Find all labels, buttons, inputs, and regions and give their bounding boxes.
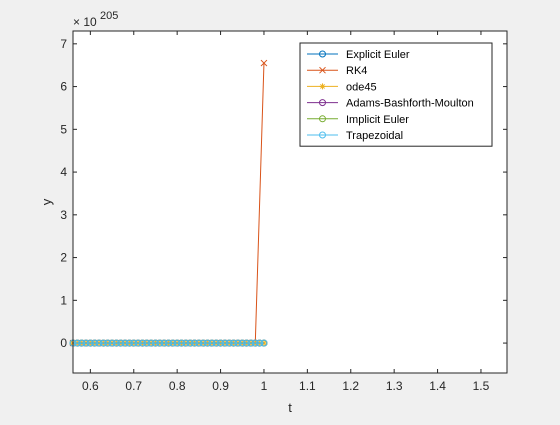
x-tick-label: 0.6 [82,379,99,393]
data-point [260,339,268,347]
legend-marker [319,131,326,139]
legend-label: ode45 [346,81,377,93]
data-point [73,339,81,347]
data-point [99,339,107,347]
data-point [91,339,99,347]
data-point-stroke [260,59,268,67]
data-point [230,339,238,347]
legend-marker [319,99,326,107]
data-point [191,339,199,347]
data-point [217,339,225,347]
data-point [256,339,264,347]
data-point [125,339,133,347]
legend-entry: Explicit Euler [307,49,410,61]
legend-marker [319,83,326,90]
data-point [182,339,190,347]
data-point [134,339,142,347]
data-point [160,339,168,347]
data-point [151,339,159,347]
data-point [225,339,233,347]
data-point [117,339,125,347]
y-tick-label: 4 [60,165,67,179]
legend-entry: Adams-Bashforth-Moulton [307,98,474,110]
data-point [112,339,120,347]
legend-label: RK4 [346,65,367,77]
data-point [143,339,151,347]
legend-marker [319,66,326,74]
data-point [238,339,246,347]
data-point [82,339,90,347]
data-point [78,339,86,347]
x-tick-label: 1.5 [473,379,490,393]
y-tick-label: 5 [60,122,67,136]
data-point [208,339,216,347]
legend-label: Explicit Euler [346,49,410,61]
y-exponent-base: × 10 [73,15,97,29]
y-axis-label: y [39,198,54,205]
data-point [156,339,164,347]
x-tick-label: 0.8 [169,379,186,393]
legend-marker [319,50,326,58]
x-tick-label: 1.2 [342,379,359,393]
axis-ticks [73,31,507,373]
data-point [95,339,103,347]
x-tick-label: 0.9 [212,379,229,393]
data-point [195,339,203,347]
y-tick-label: 0 [60,336,67,350]
series-layer [69,59,268,347]
x-tick-label: 0.7 [125,379,142,393]
y-tick-label: 7 [60,37,67,51]
x-axis-label: t [288,400,292,415]
data-point [186,339,194,347]
data-point [147,339,155,347]
legend-label: Implicit Euler [346,114,409,126]
legend-label: Trapezoidal [346,130,403,142]
data-point [243,339,251,347]
x-tick-label: 1.3 [386,379,403,393]
data-point [86,339,94,347]
data-point [121,339,129,347]
y-tick-label: 3 [60,208,67,222]
data-point [138,339,146,347]
x-tick-labels: 0.6 0.7 0.8 0.9 1 1.1 1.2 1.3 1.4 1.5 [82,379,490,393]
data-point [251,339,259,347]
plot-frame [72,30,508,374]
legend-marker-stroke [320,83,325,89]
data-point [164,339,172,347]
legend-label: Adams-Bashforth-Moulton [346,98,474,110]
data-point [260,59,268,67]
data-point [199,339,207,347]
data-point [169,339,177,347]
x-tick-label: 1.1 [299,379,316,393]
data-point [108,339,116,347]
data-point [221,339,229,347]
legend-marker-stroke [319,66,326,74]
legend-entry: Implicit Euler [307,114,409,126]
legend-marker [319,115,326,123]
legend: Explicit Euler RK4 ode45 Adams-Bashforth-Mo… [299,42,493,147]
y-tick-label: 1 [60,293,67,307]
data-point [247,339,255,347]
y-tick-label: 2 [60,251,67,265]
data-point [178,339,185,347]
legend-entry: ode45 [307,81,377,93]
y-tick-labels: 0 1 2 3 4 5 6 7 [60,37,67,350]
data-point [173,339,181,347]
data-point [130,339,138,347]
legend-entry: Trapezoidal [307,130,403,142]
y-exponent-power: 205 [100,10,118,22]
x-tick-label: 1 [261,379,268,393]
data-point [234,339,242,347]
legend-entry: RK4 [307,65,367,77]
x-tick-label: 1.4 [429,379,446,393]
data-point [212,339,220,347]
series-trapezoidal [69,339,268,347]
data-point [104,339,112,347]
y-tick-label: 6 [60,80,67,94]
data-point [204,339,212,347]
legend-box [299,42,493,147]
